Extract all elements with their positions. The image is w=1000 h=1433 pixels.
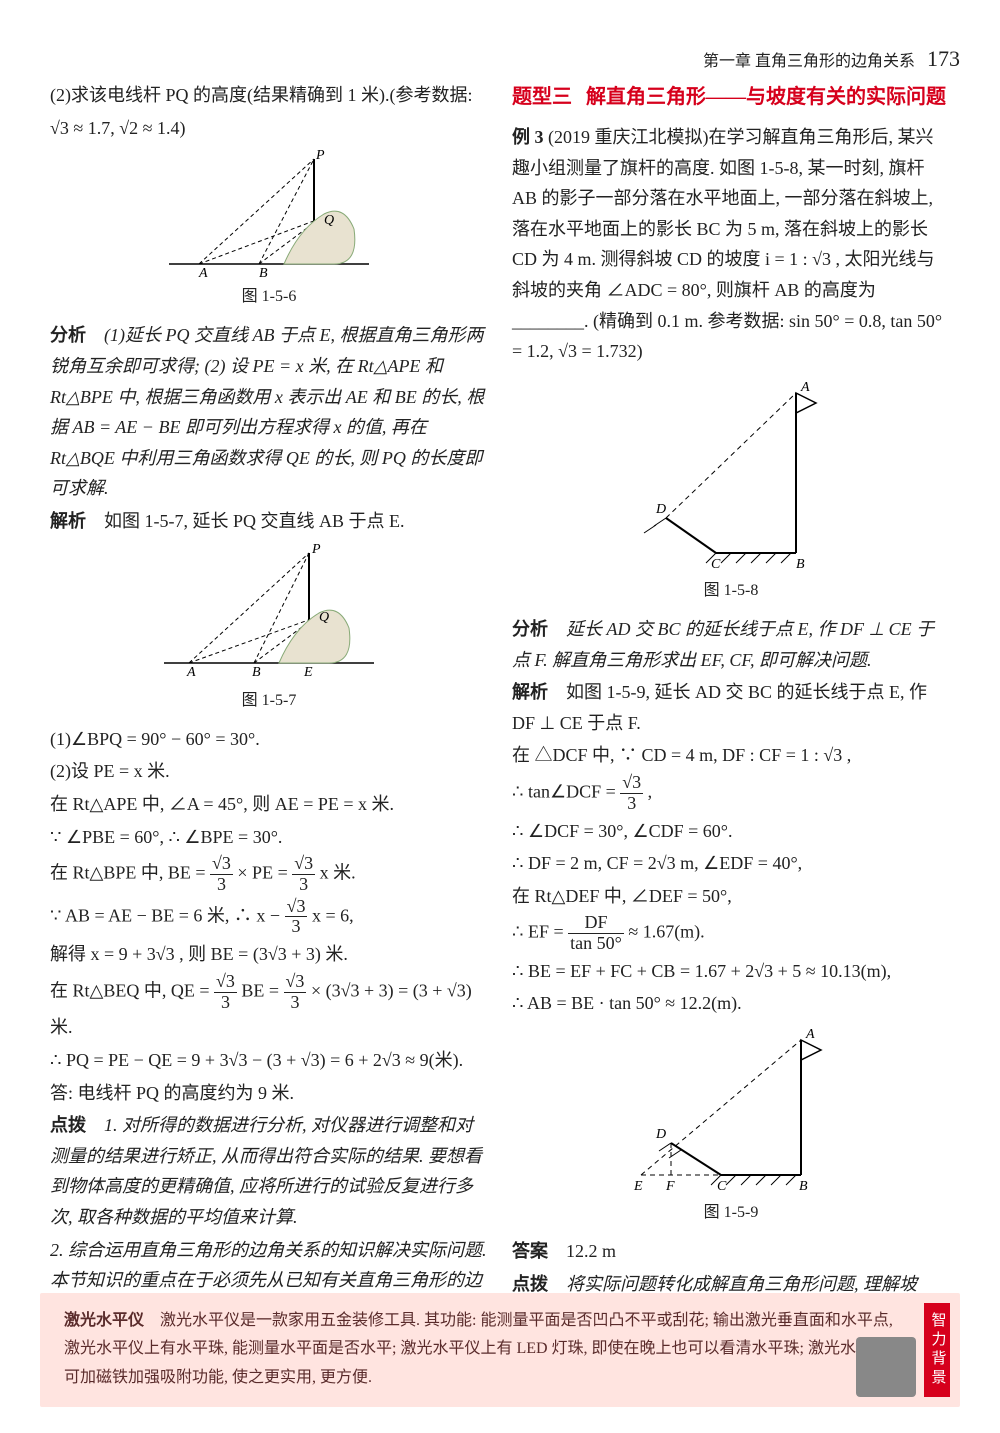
svg-text:A: A	[800, 380, 810, 395]
svg-text:A: A	[198, 266, 208, 279]
answer-label: 答案	[512, 1241, 548, 1261]
step-3: 在 Rt△APE 中, ∠A = 45°, 则 AE = PE = x 米.	[50, 789, 488, 820]
step-8: 在 Rt△BEQ 中, QE = √33 BE = √33 × (3√3 + 3…	[50, 972, 488, 1043]
r-step-3: ∴ ∠DCF = 30°, ∠CDF = 60°.	[512, 816, 950, 847]
footer-image	[856, 1337, 916, 1397]
fig-1-5-7-caption: 图 1-5-7	[50, 687, 488, 714]
ex-text: 在学习解直角三角形后, 某兴趣小组测量了旗杆的高度. 如图 1-5-8, 某一时…	[512, 127, 942, 361]
figure-1-5-9: A D E F C B	[601, 1025, 861, 1195]
svg-text:Q: Q	[319, 610, 329, 625]
figure-1-5-6: A B P Q	[159, 149, 379, 279]
frac-sqrt3-3e: √33	[284, 972, 307, 1013]
footer-badge: 智力背景	[924, 1303, 950, 1397]
left-column: (2)求该电线杆 PQ 的高度(结果精确到 1 米).(参考数据: √3 ≈ 1…	[50, 80, 488, 1393]
svg-text:D: D	[655, 1127, 666, 1142]
step-10: 答: 电线杆 PQ 的高度约为 9 米.	[50, 1078, 488, 1109]
svg-text:E: E	[633, 1179, 643, 1194]
r-step-6: ∴ EF = DFtan 50° ≈ 1.67(m).	[512, 913, 950, 954]
svg-text:E: E	[303, 665, 313, 680]
footer-text: 激光水平仪是一款家用五金装修工具. 其功能: 能测量平面是否凹凸不平或刮花; 输…	[64, 1312, 893, 1387]
frac-r6: DFtan 50°	[568, 913, 624, 954]
analysis-block: 分析 (1)延长 PQ 交直线 AB 于点 E, 根据直角三角形两锐角互余即可求…	[50, 320, 488, 504]
r-step-8: ∴ AB = BE · tan 50° ≈ 12.2(m).	[512, 988, 950, 1019]
frac-sqrt3-3c: √33	[285, 897, 308, 938]
tip-text-1: 1. 对所得的数据进行分析, 对仪器进行调整和对测量的结果进行矫正, 从而得出符…	[50, 1115, 482, 1227]
step-6: ∵ AB = AE − BE = 6 米, ∴ x − √33 x = 6,	[50, 897, 488, 938]
frac-sqrt3-3: √33	[210, 854, 233, 895]
r-analysis-label: 分析	[512, 619, 548, 639]
answer-value: 12.2 m	[566, 1241, 616, 1261]
svg-text:B: B	[252, 665, 261, 680]
chapter-label: 第一章 直角三角形的边角关系	[703, 53, 915, 70]
content-columns: (2)求该电线杆 PQ 的高度(结果精确到 1 米).(参考数据: √3 ≈ 1…	[50, 80, 950, 1393]
page-header: 第一章 直角三角形的边角关系 173	[703, 40, 960, 77]
step-4: ∵ ∠PBE = 60°, ∴ ∠BPE = 30°.	[50, 822, 488, 853]
r-step-7: ∴ BE = EF + FC + CB = 1.67 + 2√3 + 5 ≈ 1…	[512, 956, 950, 987]
r-step-4: ∴ DF = 2 m, CF = 2√3 m, ∠EDF = 40°,	[512, 848, 950, 879]
r-analysis-block: 分析 延长 AD 交 BC 的延长线于点 E, 作 DF ⊥ CE 于点 F. …	[512, 614, 950, 675]
figure-1-5-8: A D C B	[606, 373, 856, 573]
step-1: (1)∠BPQ = 90° − 60° = 30°.	[50, 724, 488, 755]
title-a: 题型三	[512, 80, 572, 114]
step-7: 解得 x = 9 + 3√3 , 则 BE = (3√3 + 3) 米.	[50, 939, 488, 970]
question-2a: (2)求该电线杆 PQ 的高度(结果精确到 1 米).(参考数据:	[50, 80, 488, 111]
svg-text:A: A	[186, 665, 196, 680]
solve-label: 解析	[50, 511, 86, 531]
r-solve-label: 解析	[512, 682, 548, 702]
r-solve-intro: 如图 1-5-9, 延长 AD 交 BC 的延长线于点 E, 作 DF ⊥ CE…	[512, 682, 927, 733]
analysis-label: 分析	[50, 325, 86, 345]
ex-source: (2019 重庆江北模拟)	[548, 127, 709, 147]
right-column: 题型三 解直角三角形——与坡度有关的实际问题 例 3 (2019 重庆江北模拟)…	[512, 80, 950, 1393]
r-step-2: ∴ tan∠DCF = √33 ,	[512, 773, 950, 814]
svg-text:B: B	[799, 1179, 808, 1194]
example-block: 例 3 (2019 重庆江北模拟)在学习解直角三角形后, 某兴趣小组测量了旗杆的…	[512, 122, 950, 367]
fig-1-5-8-caption: 图 1-5-8	[512, 577, 950, 604]
figure-1-5-7: A B E P Q	[154, 543, 384, 683]
tip-label: 点拨	[50, 1115, 86, 1135]
r-step-5: 在 Rt△DEF 中, ∠DEF = 50°,	[512, 881, 950, 912]
answer-block: 答案 12.2 m	[512, 1236, 950, 1267]
svg-text:B: B	[259, 266, 268, 279]
r-tip-label: 点拨	[512, 1274, 548, 1294]
page-number: 173	[927, 46, 960, 71]
r-step-1: 在 △DCF 中, ∵ CD = 4 m, DF : CF = 1 : √3 ,	[512, 740, 950, 771]
frac-sqrt3-3d: √33	[214, 972, 237, 1013]
fig-1-5-9-caption: 图 1-5-9	[512, 1199, 950, 1226]
svg-text:P: P	[315, 149, 325, 163]
svg-text:C: C	[717, 1179, 727, 1194]
analysis-text: (1)延长 PQ 交直线 AB 于点 E, 根据直角三角形两锐角互余即可求得; …	[50, 325, 484, 498]
svg-text:B: B	[796, 557, 805, 572]
step-2: (2)设 PE = x 米.	[50, 756, 488, 787]
svg-text:Q: Q	[324, 213, 334, 228]
svg-text:A: A	[805, 1027, 815, 1042]
question-2b: √3 ≈ 1.7, √2 ≈ 1.4)	[50, 113, 488, 144]
frac-sqrt3-3b: √33	[292, 854, 315, 895]
r-solve-block: 解析 如图 1-5-9, 延长 AD 交 BC 的延长线于点 E, 作 DF ⊥…	[512, 677, 950, 738]
solve-block: 解析 如图 1-5-7, 延长 PQ 交直线 AB 于点 E.	[50, 506, 488, 537]
svg-text:C: C	[711, 557, 721, 572]
step-5: 在 Rt△BPE 中, BE = √33 × PE = √33 x 米.	[50, 854, 488, 895]
svg-text:P: P	[311, 543, 321, 557]
ex-label: 例 3	[512, 127, 544, 147]
step-9: ∴ PQ = PE − QE = 9 + 3√3 − (3 + √3) = 6 …	[50, 1045, 488, 1076]
fig-1-5-6-caption: 图 1-5-6	[50, 283, 488, 310]
r-analysis-text: 延长 AD 交 BC 的延长线于点 E, 作 DF ⊥ CE 于点 F. 解直角…	[512, 619, 934, 670]
title-b: 解直角三角形——与坡度有关的实际问题	[586, 80, 946, 114]
tip-block-1: 点拨 1. 对所得的数据进行分析, 对仪器进行调整和对测量的结果进行矫正, 从而…	[50, 1110, 488, 1232]
svg-text:D: D	[655, 502, 666, 517]
frac-r2: √33	[620, 773, 643, 814]
solve-intro: 如图 1-5-7, 延长 PQ 交直线 AB 于点 E.	[104, 511, 405, 531]
section-title: 题型三 解直角三角形——与坡度有关的实际问题	[512, 80, 950, 114]
footer-title: 激光水平仪	[64, 1312, 144, 1329]
svg-text:F: F	[665, 1179, 675, 1194]
footer-note: 激光水平仪 激光水平仪是一款家用五金装修工具. 其功能: 能测量平面是否凹凸不平…	[40, 1293, 960, 1407]
